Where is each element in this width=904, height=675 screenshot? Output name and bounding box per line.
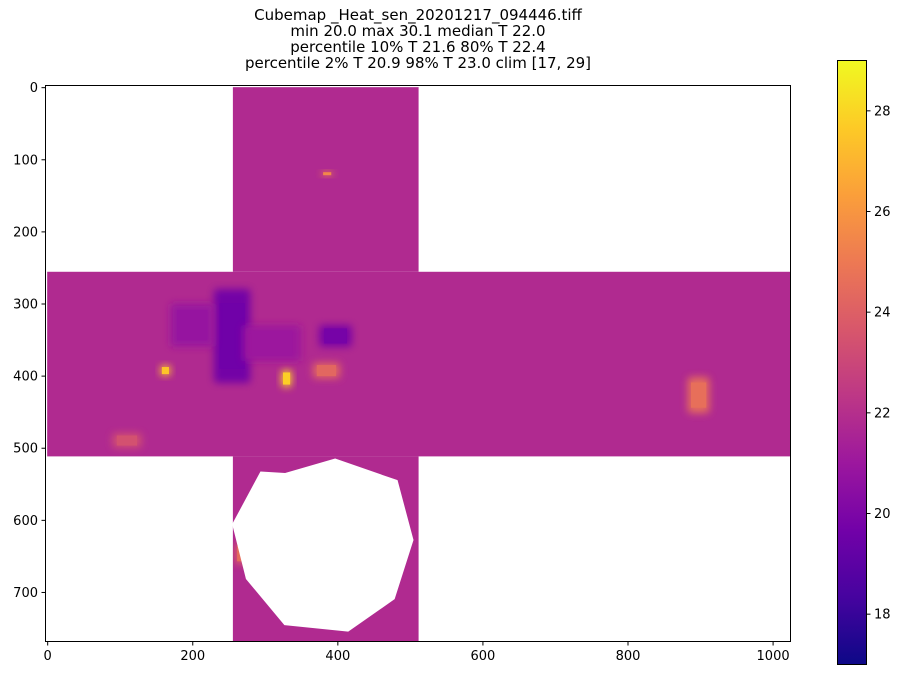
title-line-4: percentile 2% T 20.9 98% T 23.0 clim [17… <box>244 54 592 72</box>
thermal-spot-core-9 <box>251 330 293 356</box>
x-tick-label-800: 800 <box>616 649 641 664</box>
y-tick-label-400: 400 <box>13 370 38 385</box>
y-tick-label-300: 300 <box>13 298 38 313</box>
y-tick-label-500: 500 <box>13 442 38 457</box>
y-tick-label-700: 700 <box>13 586 38 601</box>
chart-title: Cubemap _Heat_sen_20201217_094446.tiff m… <box>0 7 836 71</box>
axes-frame <box>45 85 791 642</box>
thermal-spot-core-8 <box>177 309 208 341</box>
thermal-spot-core-1 <box>161 367 169 375</box>
colorbar-tick-label-28: 28 <box>874 104 891 119</box>
thermal-features <box>112 171 710 565</box>
colorbar-tick-label-26: 26 <box>874 205 891 220</box>
colorbar <box>837 60 867 665</box>
cube-face-middle <box>47 271 790 457</box>
x-tick-label-600: 600 <box>471 649 496 664</box>
thermal-spot-core-2 <box>283 372 291 385</box>
y-tick-label-0: 0 <box>30 81 38 96</box>
thermal-spot-core-3 <box>316 365 337 377</box>
colorbar-tick-label-22: 22 <box>874 406 891 421</box>
thermal-spot-core-11 <box>116 435 138 446</box>
thermal-spot-core-6 <box>219 303 245 369</box>
x-axis: 0 200 400 600 800 1000 <box>44 641 790 664</box>
thermal-spot-core-5 <box>323 172 332 176</box>
title-line-1: Cubemap _Heat_sen_20201217_094446.tiff <box>254 6 582 24</box>
heatmap-image <box>47 87 790 641</box>
y-axis: 0 100 200 300 400 500 600 700 <box>13 81 46 601</box>
x-tick-label-400: 400 <box>325 649 350 664</box>
y-tick-label-600: 600 <box>13 514 38 529</box>
cube-face-top <box>232 87 419 272</box>
thermal-spot-core-4 <box>690 382 707 408</box>
title-line-2: min 20.0 max 30.1 median T 22.0 <box>290 22 546 40</box>
title-line-3: percentile 10% T 21.6 80% T 22.4 <box>290 38 546 56</box>
y-tick-label-100: 100 <box>13 153 38 168</box>
thermal-spot-core-7 <box>324 328 347 344</box>
nodata-hole <box>232 458 414 632</box>
x-tick-label-0: 0 <box>44 649 52 664</box>
y-tick-label-200: 200 <box>13 225 38 240</box>
x-tick-label-200: 200 <box>180 649 205 664</box>
colorbar-tick-label-24: 24 <box>874 306 891 321</box>
x-tick-label-1000: 1000 <box>757 649 790 664</box>
colorbar-axis: 18 20 22 24 26 28 <box>866 104 891 623</box>
colorbar-tick-label-18: 18 <box>874 608 891 623</box>
colorbar-tick-label-20: 20 <box>874 507 891 522</box>
